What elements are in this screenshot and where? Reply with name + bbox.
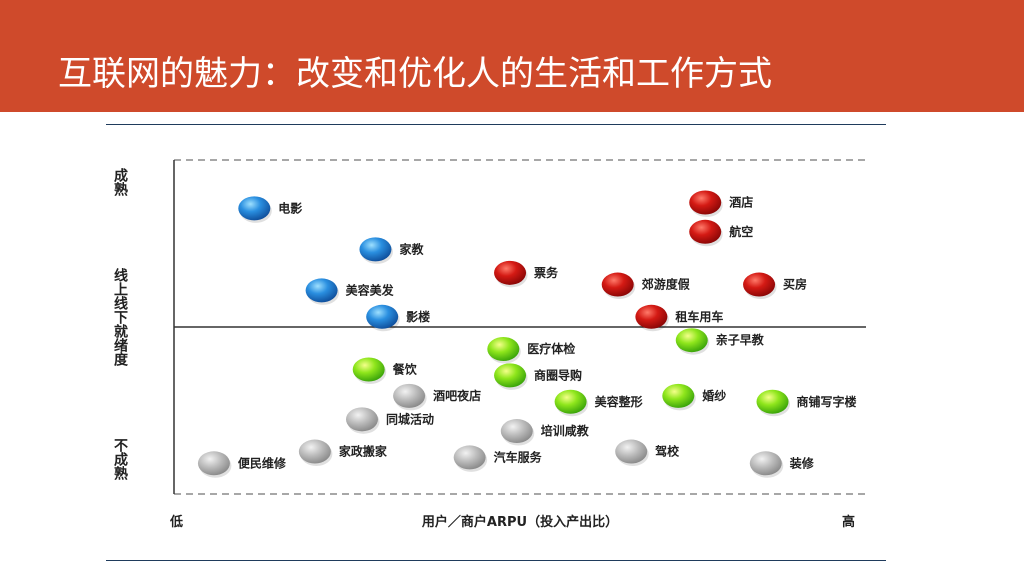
- y-label-middle: 线上线下就绪度: [112, 267, 128, 367]
- point-marker: [453, 445, 486, 470]
- point-4: 酒店: [689, 190, 753, 218]
- top-rule: [106, 124, 886, 125]
- point-marker: [635, 304, 668, 329]
- point-2: 美容美发: [305, 278, 395, 305]
- point-7: 郊游度假: [601, 272, 691, 300]
- point-marker: [197, 451, 230, 476]
- point-label: 汽车服务: [494, 449, 543, 464]
- point-21: 汽车服务: [453, 445, 543, 472]
- point-12: 餐饮: [352, 357, 418, 385]
- point-label: 美容美发: [346, 282, 395, 297]
- point-label: 商铺写字楼: [797, 394, 857, 409]
- x-axis-title: 用户／商户ARPU（投入产出比）: [421, 514, 618, 530]
- slide-title: 互联网的魅力：改变和优化人的生活和工作方式: [58, 54, 772, 94]
- point-marker: [352, 357, 385, 382]
- point-label: 同城活动: [386, 411, 434, 426]
- point-label: 郊游度假: [642, 277, 691, 292]
- point-24: 装修: [749, 451, 815, 478]
- point-marker: [749, 451, 782, 476]
- point-label: 商圈导购: [534, 367, 582, 382]
- point-label: 美容整形: [595, 394, 643, 409]
- x-low-label: 低: [169, 514, 183, 530]
- y-label-bottom: 不成熟: [112, 438, 128, 480]
- point-label: 买房: [783, 277, 807, 292]
- point-label: 影楼: [406, 309, 430, 324]
- point-label: 酒吧夜店: [433, 388, 481, 403]
- point-label: 酒店: [729, 195, 753, 210]
- point-label: 餐饮: [393, 362, 418, 377]
- point-6: 票务: [494, 260, 559, 288]
- point-marker: [494, 260, 527, 285]
- point-label: 家政搬家: [339, 444, 388, 459]
- point-marker: [743, 272, 776, 297]
- point-8: 买房: [743, 272, 807, 300]
- point-13: 商圈导购: [494, 363, 582, 390]
- point-label: 培训咸教: [541, 423, 590, 438]
- title-banner: 互联网的魅力：改变和优化人的生活和工作方式: [0, 0, 1024, 112]
- point-15: 婚纱: [662, 383, 726, 411]
- point-label: 便民维修: [238, 455, 287, 470]
- point-10: 亲子早教: [675, 328, 765, 355]
- point-marker: [238, 196, 271, 221]
- point-20: 家政搬家: [298, 439, 388, 467]
- x-high-label: 高: [842, 514, 855, 530]
- point-marker: [500, 419, 533, 444]
- point-label: 医疗体检: [527, 341, 575, 356]
- point-22: 驾校: [615, 439, 680, 467]
- point-marker: [662, 383, 695, 408]
- bottom-rule: [106, 560, 886, 561]
- point-19: 培训咸教: [500, 419, 590, 446]
- point-label: 婚纱: [702, 388, 726, 403]
- y-label-top: 成熟: [112, 167, 128, 196]
- point-0: 电影: [238, 196, 302, 223]
- point-marker: [554, 389, 587, 414]
- point-marker: [675, 328, 708, 353]
- point-18: 同城活动: [345, 407, 434, 434]
- point-3: 影楼: [366, 304, 430, 332]
- point-marker: [298, 439, 331, 464]
- point-marker: [359, 237, 392, 262]
- point-label: 票务: [534, 265, 559, 280]
- point-marker: [393, 383, 426, 408]
- point-label: 航空: [729, 224, 753, 239]
- point-marker: [305, 278, 338, 303]
- point-16: 商铺写字楼: [756, 389, 857, 417]
- point-marker: [615, 439, 648, 464]
- point-14: 美容整形: [554, 389, 643, 417]
- point-marker: [345, 407, 378, 432]
- point-label: 租车用车: [675, 309, 723, 324]
- point-23: 便民维修: [197, 451, 287, 478]
- point-label: 驾校: [654, 444, 680, 459]
- point-marker: [494, 363, 527, 388]
- point-1: 家教: [359, 237, 424, 264]
- point-9: 租车用车: [635, 304, 723, 332]
- point-5: 航空: [689, 219, 753, 247]
- point-marker: [689, 190, 722, 215]
- point-marker: [601, 272, 634, 297]
- point-11: 医疗体检: [487, 337, 575, 364]
- point-marker: [756, 389, 789, 414]
- point-label: 装修: [789, 455, 815, 470]
- point-label: 亲子早教: [716, 332, 765, 347]
- point-marker: [487, 337, 520, 362]
- point-label: 电影: [278, 200, 302, 215]
- point-17: 酒吧夜店: [393, 383, 481, 411]
- point-label: 家教: [399, 241, 424, 256]
- point-marker: [366, 304, 399, 329]
- point-marker: [689, 219, 722, 244]
